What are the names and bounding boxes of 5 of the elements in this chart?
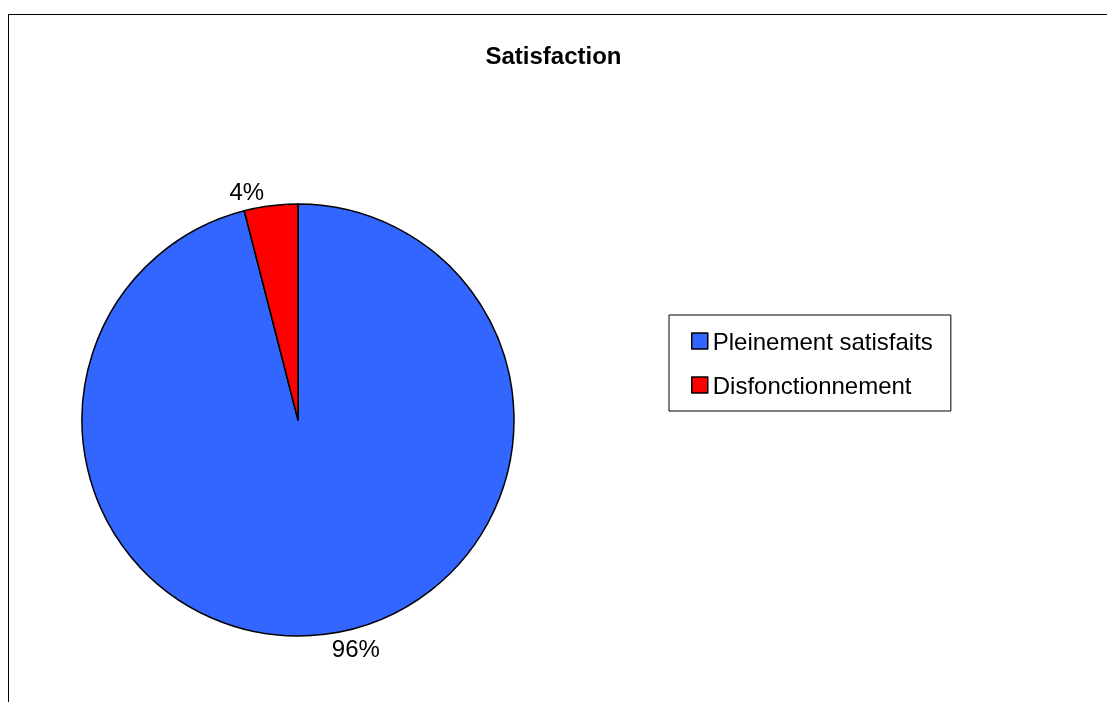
legend-label: Pleinement satisfaits bbox=[712, 327, 933, 355]
data-label: 4% bbox=[229, 178, 265, 206]
data-label: 96% bbox=[331, 634, 380, 662]
legend-label: Disfonctionnement bbox=[712, 371, 912, 399]
chart-title: Satisfaction bbox=[485, 41, 622, 69]
